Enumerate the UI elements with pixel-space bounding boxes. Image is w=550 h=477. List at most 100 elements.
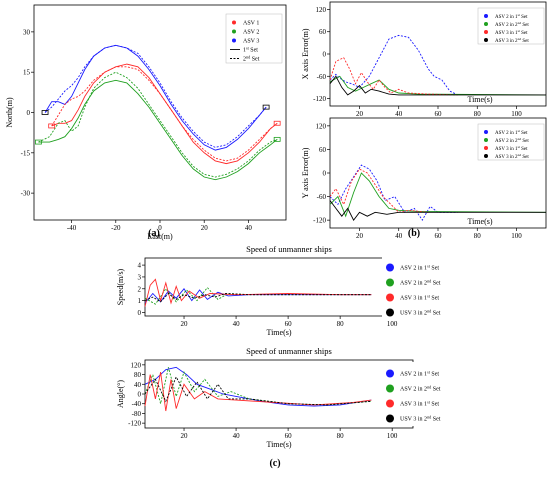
series-line [144,366,372,407]
series-line [329,172,547,218]
y-tick-label: -120 [313,95,326,103]
x-tick-label: 100 [511,110,522,118]
boat-marker [35,139,42,145]
y-tick-label: 60 [319,146,327,154]
y-tick-label: 0 [323,170,327,178]
legend-label: 2nd Set [243,55,260,63]
x-tick-label: 80 [474,110,482,118]
series-line [329,164,458,221]
y-tick-label: 120 [316,6,327,14]
series-line [329,57,458,96]
x-tick-label: 80 [474,232,482,240]
series-line [329,200,546,221]
y-tick-label: -40 [132,400,142,408]
x-tick-label: 60 [285,320,293,328]
y-tick-label: 1 [138,297,142,305]
series-line [329,75,547,96]
legend-label: ASV 3 in 1st Set [495,145,528,152]
x-tick-label: 20 [181,320,189,328]
x-tick-label: -40 [67,224,77,232]
legend-label: ASV 2 in 2nd Set [495,21,529,28]
legend-label: ASV 2 in 1st Set [400,264,439,272]
x-tick-label: 80 [337,320,345,328]
legend-marker [484,130,488,134]
y-tick-label: -60 [317,193,327,201]
legend-box [382,256,477,320]
y-tick-label: 60 [319,28,327,36]
y-axis-label: X axis Error(m) [301,28,310,79]
y-tick-label: -120 [313,217,326,225]
legend-marker [484,146,488,150]
legend-label: ASV 2 in 2nd Set [495,137,529,144]
y-tick-label: 0 [323,51,327,59]
x-axis-label: East(m) [147,232,173,241]
boat-marker [48,123,56,129]
legend-marker [232,38,236,43]
panel-label-a: (a) [148,228,160,239]
boat-marker [273,120,281,126]
legend-label: ASV 1 [243,21,259,27]
y-tick-label: 2 [138,285,142,293]
x-tick-label: 40 [395,232,403,240]
x-axis-label: Time(s) [266,440,291,449]
legend-marker [232,29,236,34]
series-line [144,292,372,303]
legend-label: ASV 2 in 1st Set [495,13,528,20]
legend-label: ASV 2 [243,30,259,36]
legend-label: ASV 3 in 1st Set [495,29,528,36]
legend-label: USV 3 in 2nd Set [400,415,441,423]
y-tick-label: 0 [138,391,142,399]
legend-box [382,362,477,426]
series-line [51,66,278,162]
x-tick-label: 100 [387,432,398,440]
series-line [144,375,372,406]
chart-angle: 20 40 60 80 100 120 80 40 0-40 -80 -120 Time(s) Angl… [116,346,477,449]
x-tick-label: 80 [337,432,345,440]
chart-title: Speed of unmanner ships [246,244,332,254]
y-tick-label: 4 [138,262,142,270]
y-tick-label: -120 [128,420,141,428]
legend-label: ASV 2 in 1st Set [400,370,439,378]
legend-label: ASV 3 [243,39,259,45]
legend-marker [386,308,394,317]
series-line [144,278,372,307]
series-line [144,288,372,304]
legend-marker [232,20,236,25]
x-tick-label: 0 [158,224,162,232]
boat-marker [41,110,49,115]
y-axis-label: Speed(m/s) [116,268,125,305]
y-tick-label: -80 [132,410,142,418]
x-axis-label: Time(s) [266,328,291,337]
legend-label: ASV 2 in 2nd Set [400,279,441,287]
series-line [51,63,278,165]
boat-marker [262,104,270,110]
y-tick-label: 3 [138,273,142,281]
x-tick-label: 20 [181,432,189,440]
legend-label: 1st Set [243,46,258,54]
legend-label: ASV 2 in 1st Set [495,129,528,136]
legend-marker [386,399,394,408]
panel-label-b: (b) [408,228,420,239]
legend-label: ASV 3 in 1st Set [400,400,439,408]
y-tick-label: 15 [23,69,31,77]
y-tick-label: 40 [134,381,142,389]
series-line [44,44,267,148]
legend-label: ASV 3 in 2nd Set [495,153,529,160]
y-axis-label: North(m) [5,97,14,128]
x-tick-label: -20 [111,224,121,232]
x-tick-label: 60 [435,110,443,118]
series-line [38,71,278,178]
chart-trajectories: -40 -20 0 20 40 -30 -15 0 15 30 East(m) North(m) ASV… [5,4,287,241]
legend-marker [386,414,394,423]
x-tick-label: 20 [356,110,364,118]
x-axis-label: Time(s) [467,217,492,226]
y-axis-label: Angle(°) [116,380,125,408]
legend-marker [386,263,394,272]
x-axis-label: Time(s) [467,95,492,104]
chart-title: Speed of unmanner ships [246,346,332,356]
legend-marker [386,293,394,302]
y-tick-label: 120 [131,361,142,369]
x-tick-label: 100 [387,320,398,328]
series-line [329,34,458,96]
